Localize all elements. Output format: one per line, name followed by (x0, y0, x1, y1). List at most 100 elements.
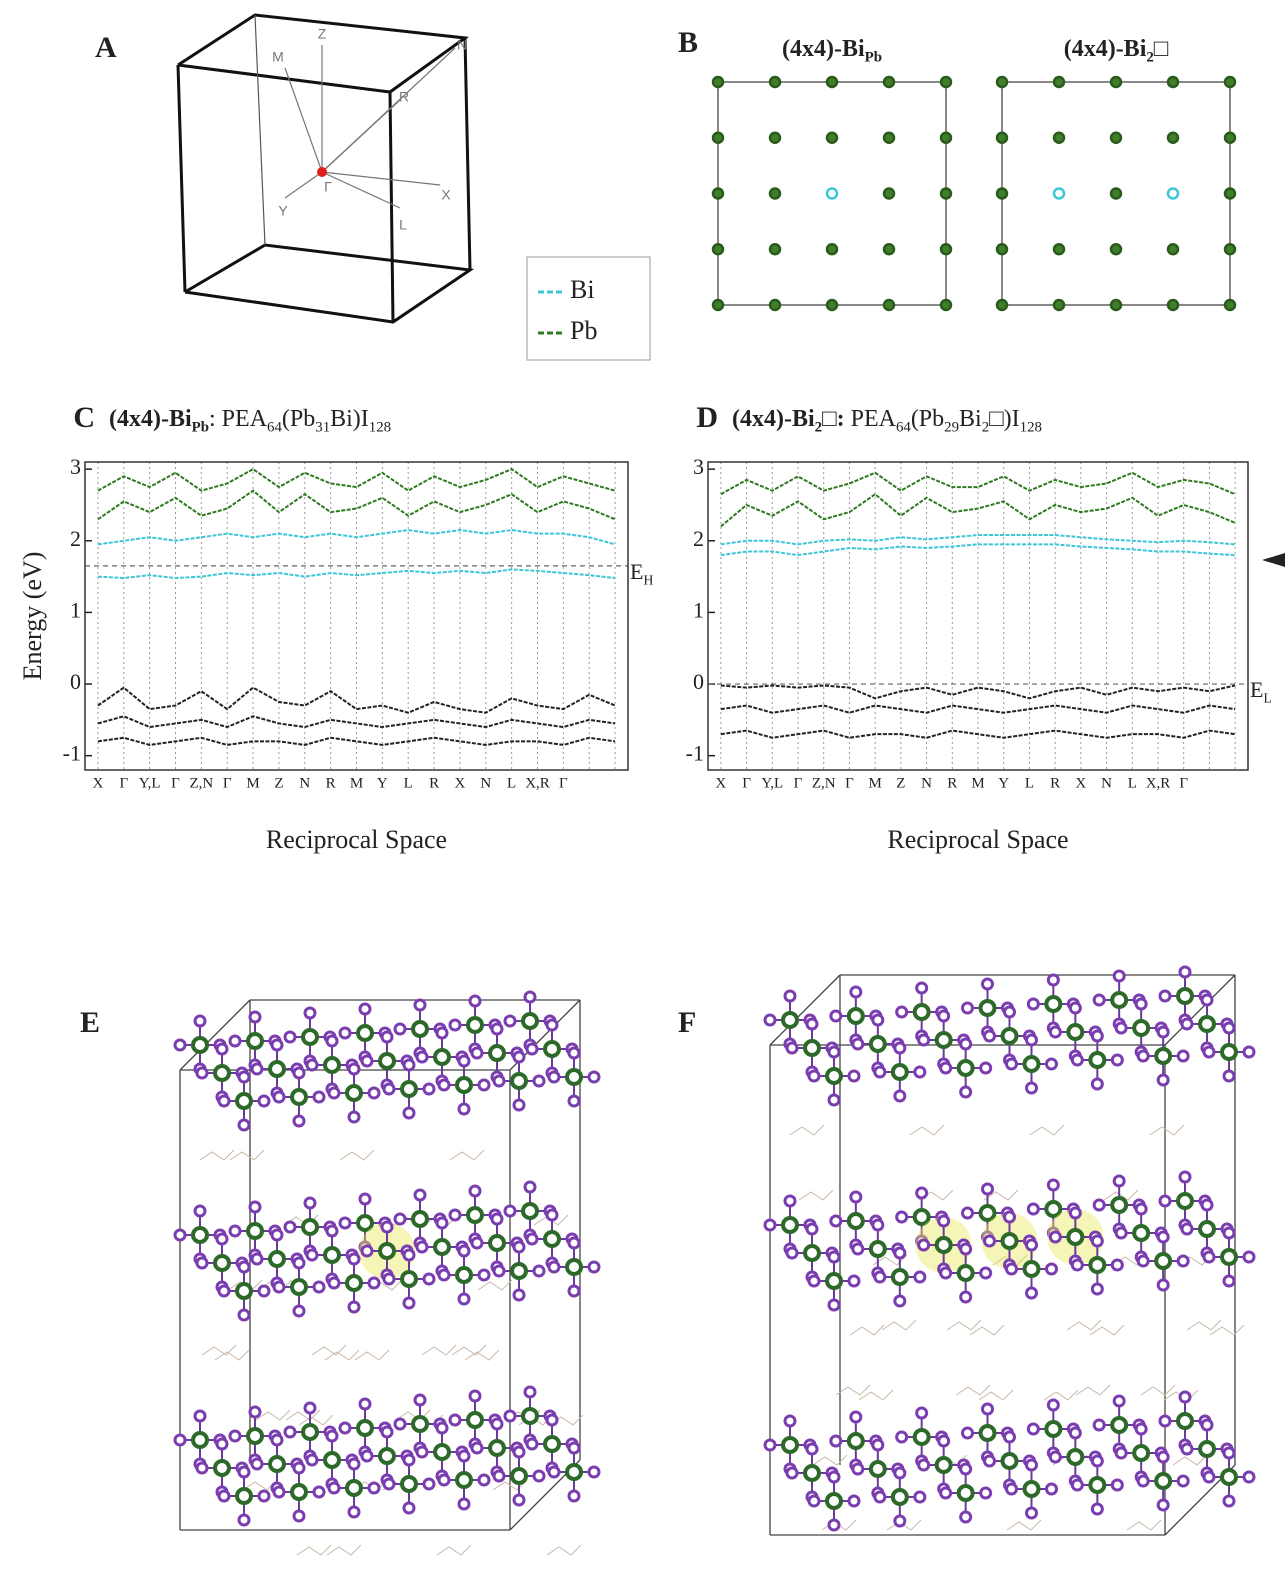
iodine (1070, 1258, 1084, 1272)
iodine (1025, 1033, 1038, 1047)
brillouin-zone (176, 13, 475, 324)
organic (886, 1519, 922, 1531)
iodine (763, 1438, 777, 1452)
lead (912, 1428, 931, 1446)
pb-site (711, 298, 725, 312)
lead (400, 1080, 418, 1098)
lead (781, 1011, 799, 1029)
organic (798, 1189, 834, 1201)
organic (1006, 1519, 1042, 1531)
lead (1154, 1252, 1173, 1270)
iodine (785, 1041, 799, 1055)
lead (803, 1464, 821, 1482)
lead (246, 1427, 264, 1445)
iodine (492, 1074, 506, 1088)
iodine (422, 1477, 436, 1491)
pb-site (882, 131, 896, 144)
organic (421, 1344, 457, 1356)
organic (546, 1544, 582, 1556)
iodine (237, 1465, 251, 1479)
pb-site (995, 187, 1009, 200)
iodine (807, 1274, 821, 1288)
pb-site (882, 243, 896, 256)
lead (565, 1258, 583, 1276)
pb-site (768, 187, 782, 200)
x-tick-label: Z (896, 775, 905, 791)
iodine (283, 1220, 297, 1234)
lead (191, 1431, 209, 1449)
lead (1176, 987, 1194, 1005)
lead (803, 1244, 821, 1262)
lead (433, 1048, 451, 1066)
lead (1088, 1256, 1107, 1274)
organic (1029, 1124, 1065, 1136)
iodine (305, 1248, 319, 1262)
iodine (457, 1102, 471, 1116)
text-part: □)I (989, 406, 1019, 432)
iodine (893, 1294, 907, 1308)
iodine (237, 1513, 251, 1527)
pb-site (1223, 298, 1237, 312)
lead (1198, 1220, 1216, 1238)
iodine (512, 1098, 526, 1112)
lead (488, 1234, 506, 1252)
iodine (961, 1001, 974, 1015)
iodine (1176, 1049, 1190, 1063)
lead (235, 1282, 253, 1300)
iodine (1202, 1470, 1216, 1484)
organic (326, 1544, 362, 1556)
lead (1110, 991, 1129, 1009)
iodine (851, 1242, 865, 1256)
text-part: 29 (944, 420, 959, 436)
pb-site (1109, 243, 1123, 256)
pb-site (939, 243, 953, 256)
iodine (257, 1489, 271, 1503)
iodine (827, 1298, 841, 1312)
bz-labels: M Z N R Γ X Y L (272, 26, 467, 233)
pb-site (1223, 131, 1237, 144)
iodine (1242, 1470, 1256, 1484)
lead (912, 1003, 931, 1021)
iodine (1092, 993, 1106, 1007)
lead (1022, 1480, 1041, 1498)
iodine (959, 1085, 973, 1099)
iodine (827, 1470, 841, 1484)
iodine (503, 1014, 517, 1028)
lead (781, 1436, 799, 1454)
band (720, 704, 1236, 714)
organic (229, 1149, 265, 1161)
pb-site (1223, 187, 1237, 200)
bz-point-label: Z (318, 26, 327, 42)
axis (321, 171, 441, 186)
pb-site (768, 243, 782, 256)
pb-site (1223, 75, 1237, 89)
iodine (893, 1514, 907, 1528)
pb-site (711, 131, 725, 144)
iodine (1176, 1254, 1190, 1268)
iodine (1045, 1057, 1058, 1071)
iodine (347, 1457, 361, 1471)
lead (846, 1212, 865, 1230)
iodine (587, 1070, 601, 1084)
lead (825, 1492, 843, 1510)
axis (284, 67, 323, 173)
iodine (917, 1033, 931, 1047)
iodine (1134, 997, 1148, 1011)
lead (890, 1268, 909, 1286)
iodine (448, 1018, 462, 1032)
lead (268, 1455, 286, 1473)
organic (214, 1349, 250, 1361)
iodine (1046, 1178, 1060, 1192)
iodine (547, 1465, 561, 1479)
text-part: 31 (315, 420, 330, 436)
iodine (871, 1438, 885, 1452)
x-tick-label: M (350, 775, 363, 791)
text-part: H (643, 573, 653, 588)
iodine (248, 1405, 262, 1419)
iodine (1112, 1394, 1126, 1408)
iodine (1156, 1278, 1170, 1292)
text-part: 128 (369, 420, 391, 436)
text-part: 2 (1146, 50, 1153, 66)
x-tick-label: X (1075, 775, 1086, 791)
crystal-structures (173, 965, 1256, 1556)
